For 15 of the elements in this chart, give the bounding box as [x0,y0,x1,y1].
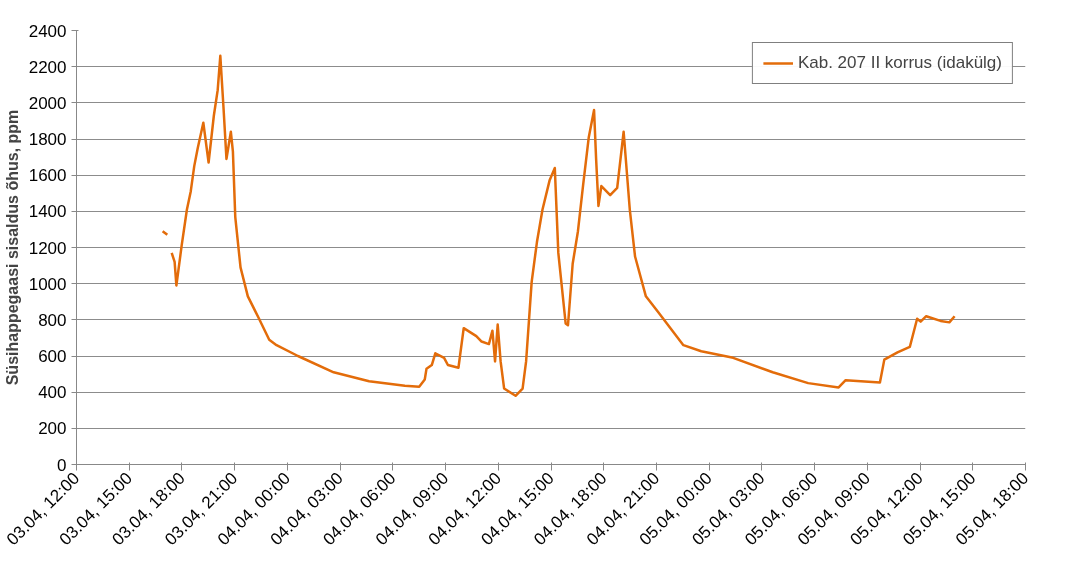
y-tick-label: 2200 [28,57,67,77]
y-tick-label: 2400 [28,21,67,41]
y-tick-label: 200 [38,419,67,439]
y-tick-label: 600 [38,347,67,366]
y-axis-title: Süsihappegaasi sisaldus õhus, ppm [3,109,21,386]
y-tick-label: 0 [57,455,67,475]
y-tick-label: 1200 [28,238,67,258]
y-tick-label: 1000 [28,274,67,294]
y-tick-label: 400 [38,383,67,403]
y-tick-label: 800 [38,310,67,330]
y-tick-label: 1800 [28,130,67,149]
legend-label: Kab. 207 II korrus (idakülg) [797,53,1002,73]
y-tick-label: 1400 [28,202,67,222]
y-tick-label: 1600 [28,166,67,186]
y-tick-label: 2000 [28,93,67,113]
